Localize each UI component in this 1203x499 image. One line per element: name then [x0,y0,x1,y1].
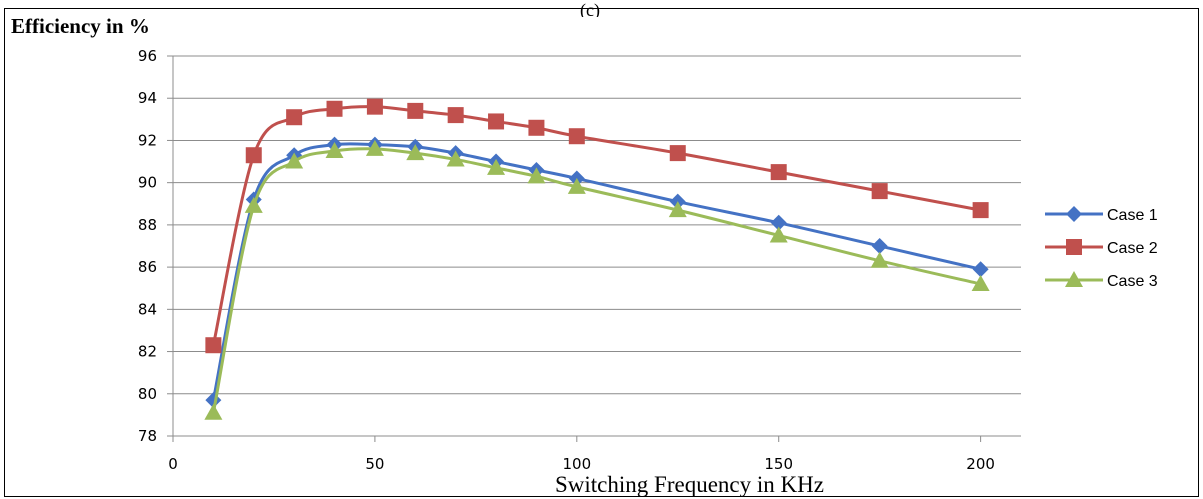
data-point [406,144,425,161]
y-tick-label: 82 [138,343,157,361]
data-point [204,403,223,420]
y-tick-label: 94 [138,89,157,107]
y-tick-label: 92 [138,131,157,149]
legend-marker [1065,271,1083,287]
data-point [407,102,424,119]
data-point [971,275,990,291]
legend-label: Case 1 [1107,207,1158,224]
data-point [488,113,505,130]
legend-marker [1066,239,1082,255]
data-point [769,226,788,243]
y-tick-label: 90 [138,174,157,192]
data-point [871,238,888,254]
y-tick-label: 78 [138,427,157,445]
data-point [447,107,464,124]
chart-frame: (c) Efficiency in % Switching Frequency … [4,3,1199,497]
series-case-2 [205,98,989,354]
y-tick-label: 86 [138,258,157,276]
data-point [568,128,585,145]
data-point [770,214,787,231]
y-axis-title: Efficiency in % [11,14,150,38]
axes [167,55,1021,442]
data-point [487,158,506,175]
series-group [204,98,990,420]
x-tick-label: 200 [966,455,995,473]
data-point [366,98,383,115]
x-axis-title: Switching Frequency in KHz [555,472,824,496]
legend-label: Case 3 [1107,273,1158,290]
series-case-3 [204,139,990,420]
legend: Case 1 Case 2 Case 3 [1045,206,1158,290]
data-point [669,145,686,162]
y-tick-labels: 78 80 82 84 86 88 90 92 94 96 [138,47,157,445]
data-point [871,183,888,200]
x-tick-label: 150 [764,455,793,473]
x-tick-label: 50 [365,455,384,473]
legend-marker [1066,206,1082,222]
data-point [567,177,586,194]
data-point [244,196,263,213]
data-point [528,119,545,136]
line-chart: Efficiency in % Switching Frequency in K… [11,14,1158,496]
data-point [527,167,546,184]
data-point [770,164,787,181]
data-point [365,139,384,156]
data-point [972,202,989,219]
y-tick-label: 88 [138,216,157,234]
data-point [325,142,344,158]
x-tick-labels: 0 50 100 150 200 [168,455,995,473]
data-point [285,152,304,169]
y-tick-label: 84 [138,300,157,318]
data-point [326,100,343,117]
data-point [245,147,262,164]
data-point [286,109,303,126]
x-tick-label: 100 [562,455,591,473]
data-point [972,261,989,278]
data-point [870,251,889,268]
data-point [446,150,465,167]
legend-label: Case 2 [1107,240,1158,257]
x-tick-label: 0 [168,455,178,473]
y-tick-label: 80 [138,385,157,403]
figure-caption-fragment: (c) [580,3,600,17]
data-point [205,337,222,354]
series-case-1 [205,136,989,409]
gridlines [173,55,1021,395]
data-point [668,201,687,218]
y-tick-label: 96 [138,47,157,65]
